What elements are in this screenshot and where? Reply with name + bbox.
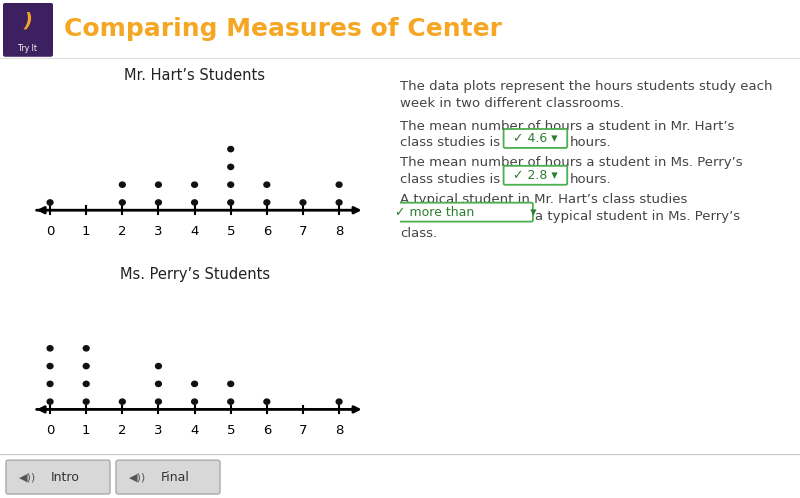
Text: 8: 8: [335, 424, 343, 437]
Text: A typical student in Mr. Hart’s class studies: A typical student in Mr. Hart’s class st…: [400, 193, 687, 206]
Circle shape: [47, 399, 53, 404]
Circle shape: [228, 164, 234, 169]
Text: hours.: hours.: [570, 173, 611, 186]
Circle shape: [83, 399, 89, 404]
Text: week in two different classrooms.: week in two different classrooms.: [400, 97, 624, 110]
Text: ✓ 4.6 ▾: ✓ 4.6 ▾: [513, 132, 558, 145]
Circle shape: [228, 146, 234, 152]
Text: a typical student in Ms. Perry’s: a typical student in Ms. Perry’s: [535, 210, 741, 223]
Text: 3: 3: [154, 424, 162, 437]
Circle shape: [192, 381, 198, 386]
Circle shape: [47, 364, 53, 369]
Circle shape: [336, 399, 342, 404]
Circle shape: [228, 182, 234, 187]
Text: Intro: Intro: [50, 471, 79, 484]
FancyBboxPatch shape: [503, 129, 567, 148]
Circle shape: [83, 346, 89, 351]
FancyBboxPatch shape: [398, 203, 533, 222]
Text: Mr. Hart’s Students: Mr. Hart’s Students: [124, 68, 265, 83]
Text: class.: class.: [400, 227, 437, 240]
Circle shape: [264, 182, 270, 187]
Text: 5: 5: [226, 225, 235, 238]
Text: Try It: Try It: [18, 44, 38, 53]
Text: ✓ more than              ▾: ✓ more than ▾: [395, 206, 537, 219]
Text: 2: 2: [118, 424, 126, 437]
Text: ✓ 2.8 ▾: ✓ 2.8 ▾: [513, 169, 558, 182]
Circle shape: [264, 399, 270, 404]
Circle shape: [228, 381, 234, 386]
Circle shape: [119, 200, 126, 205]
Circle shape: [83, 381, 89, 386]
Circle shape: [47, 200, 53, 205]
FancyBboxPatch shape: [6, 460, 110, 494]
Text: 8: 8: [335, 225, 343, 238]
Circle shape: [155, 381, 162, 386]
Text: 5: 5: [226, 424, 235, 437]
Text: The mean number of hours a student in Mr. Hart’s: The mean number of hours a student in Mr…: [400, 120, 734, 132]
Circle shape: [119, 182, 126, 187]
Circle shape: [155, 200, 162, 205]
Text: 6: 6: [262, 424, 271, 437]
Text: 0: 0: [46, 424, 54, 437]
Text: 4: 4: [190, 424, 198, 437]
Circle shape: [83, 364, 89, 369]
Text: 7: 7: [298, 225, 307, 238]
FancyBboxPatch shape: [116, 460, 220, 494]
Circle shape: [47, 381, 53, 386]
Circle shape: [155, 182, 162, 187]
Text: class studies is: class studies is: [400, 173, 500, 186]
FancyBboxPatch shape: [3, 3, 53, 57]
Circle shape: [228, 200, 234, 205]
Circle shape: [192, 200, 198, 205]
Text: ): ): [23, 11, 33, 30]
Circle shape: [192, 399, 198, 404]
Text: The data plots represent the hours students study each: The data plots represent the hours stude…: [400, 80, 773, 93]
Circle shape: [155, 364, 162, 369]
Circle shape: [192, 182, 198, 187]
Text: 4: 4: [190, 225, 198, 238]
Text: Comparing Measures of Center: Comparing Measures of Center: [64, 17, 502, 41]
Text: 1: 1: [82, 424, 90, 437]
Text: 6: 6: [262, 225, 271, 238]
Text: class studies is: class studies is: [400, 136, 500, 149]
Text: ◀)): ◀)): [19, 472, 37, 482]
Circle shape: [336, 182, 342, 187]
Circle shape: [47, 346, 53, 351]
Text: hours.: hours.: [570, 136, 611, 149]
Circle shape: [336, 200, 342, 205]
FancyBboxPatch shape: [503, 166, 567, 185]
Text: 1: 1: [82, 225, 90, 238]
Text: Final: Final: [161, 471, 190, 484]
Text: Ms. Perry’s Students: Ms. Perry’s Students: [119, 267, 270, 282]
Circle shape: [155, 399, 162, 404]
Text: The mean number of hours a student in Ms. Perry’s: The mean number of hours a student in Ms…: [400, 156, 742, 169]
Circle shape: [228, 399, 234, 404]
Circle shape: [300, 200, 306, 205]
Circle shape: [119, 399, 126, 404]
Text: ◀)): ◀)): [130, 472, 146, 482]
Text: 3: 3: [154, 225, 162, 238]
Text: 2: 2: [118, 225, 126, 238]
Circle shape: [264, 200, 270, 205]
Text: 7: 7: [298, 424, 307, 437]
Text: 0: 0: [46, 225, 54, 238]
